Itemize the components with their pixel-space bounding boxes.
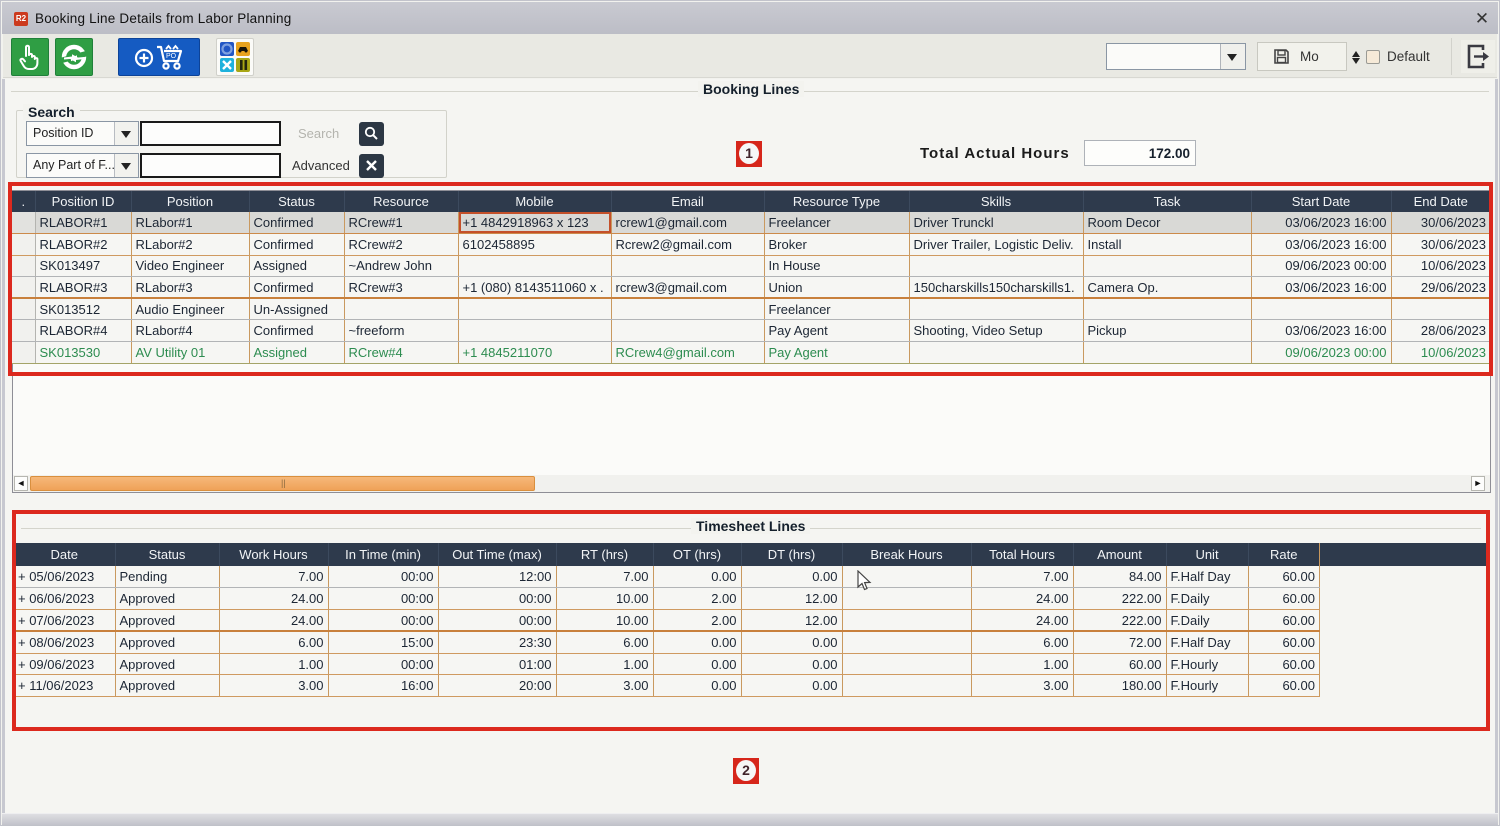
svg-text:PO: PO xyxy=(166,53,177,60)
